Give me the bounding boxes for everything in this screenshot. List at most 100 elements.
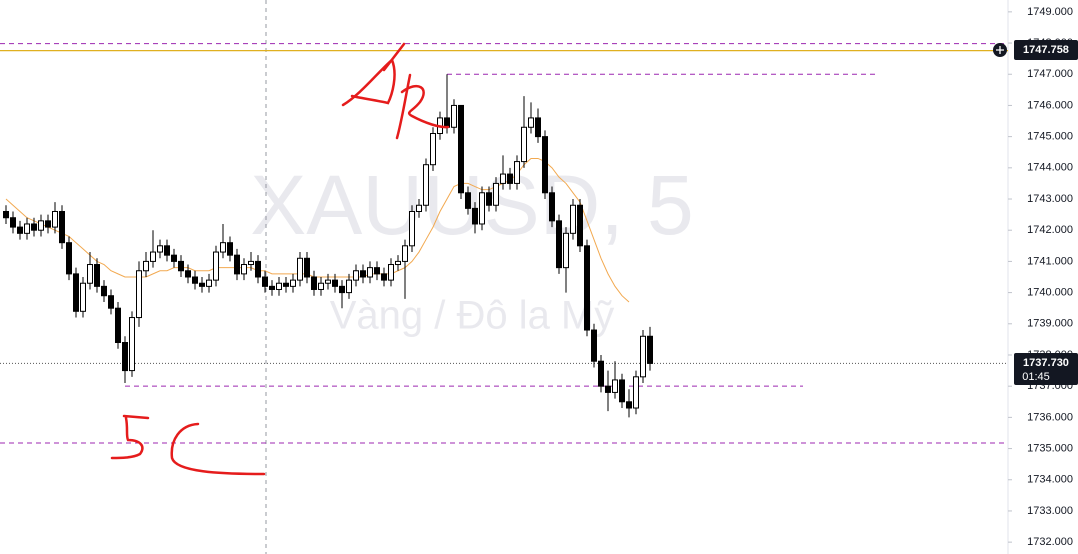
candle-body bbox=[486, 192, 492, 206]
candle-body bbox=[605, 385, 611, 393]
candle-body bbox=[24, 223, 30, 234]
candle-body bbox=[633, 376, 639, 409]
candle-body bbox=[514, 161, 520, 184]
candle-body bbox=[521, 126, 527, 163]
candle-body bbox=[31, 223, 37, 231]
candle-body bbox=[108, 295, 114, 309]
candle-body bbox=[206, 279, 212, 287]
candle-body bbox=[549, 192, 555, 222]
candle-body bbox=[283, 282, 289, 287]
candle-body bbox=[59, 210, 65, 244]
candle-body bbox=[213, 251, 219, 281]
y-tick-label: 1743.000 bbox=[1027, 193, 1073, 205]
candle-body bbox=[129, 317, 135, 372]
candle-body bbox=[185, 270, 191, 278]
watermark-title: XAUUSD, 5 bbox=[250, 158, 693, 252]
candle-body bbox=[52, 210, 58, 228]
candle-body bbox=[388, 264, 394, 281]
candle-body bbox=[199, 282, 205, 287]
candle-body bbox=[17, 226, 23, 234]
drawing-a bbox=[341, 57, 396, 107]
candle-body bbox=[73, 273, 79, 312]
candle-body bbox=[360, 270, 366, 278]
y-tick-label: 1745.000 bbox=[1027, 131, 1073, 143]
candle-body bbox=[451, 104, 457, 128]
watermark-subtitle: Vàng / Đô la Mỹ bbox=[330, 294, 615, 338]
y-tick-label: 1742.000 bbox=[1027, 224, 1073, 236]
candle-body bbox=[479, 192, 485, 225]
candle-body bbox=[94, 264, 100, 287]
candle-body bbox=[220, 242, 226, 253]
candle-body bbox=[115, 307, 121, 344]
last-price-label: 1737.730 bbox=[1023, 357, 1069, 369]
candle-body bbox=[458, 104, 464, 194]
candle-body bbox=[325, 279, 331, 284]
y-tick-label: 1733.000 bbox=[1027, 505, 1073, 517]
candle-body bbox=[262, 276, 268, 287]
candle-body bbox=[171, 254, 177, 262]
candle-body bbox=[402, 245, 408, 262]
candle-body bbox=[647, 335, 653, 364]
candle-body bbox=[395, 260, 401, 266]
candle-body bbox=[66, 242, 72, 275]
candle-body bbox=[500, 173, 506, 184]
candle-body bbox=[290, 279, 296, 287]
candle-body bbox=[416, 204, 422, 212]
y-tick-label: 1741.000 bbox=[1027, 255, 1073, 267]
candle-body bbox=[570, 204, 576, 234]
y-tick-label: 1734.000 bbox=[1027, 474, 1073, 486]
candle-body bbox=[640, 335, 646, 378]
candle-body bbox=[423, 164, 429, 206]
alert-price-label: 1747.758 bbox=[1023, 44, 1069, 56]
watermark: XAUUSD, 5 Vàng / Đô la Mỹ bbox=[250, 158, 693, 337]
candle-body bbox=[535, 117, 541, 138]
candle-body bbox=[304, 257, 310, 278]
handwriting bbox=[110, 42, 450, 476]
drawing-c bbox=[170, 422, 266, 476]
candle-body bbox=[465, 192, 471, 209]
candle-body bbox=[10, 217, 16, 228]
candle-body bbox=[3, 210, 9, 219]
candle-body bbox=[164, 245, 170, 256]
candle-body bbox=[269, 285, 275, 290]
candle-body bbox=[612, 379, 618, 393]
candle-body bbox=[234, 254, 240, 275]
drawing-a bbox=[382, 42, 406, 72]
y-tick-label: 1747.000 bbox=[1027, 68, 1073, 80]
candle-body bbox=[311, 276, 317, 290]
candle-body bbox=[45, 220, 51, 228]
y-tick-label: 1746.000 bbox=[1027, 99, 1073, 111]
candle-body bbox=[507, 173, 513, 184]
y-tick-label: 1732.000 bbox=[1027, 536, 1073, 548]
candle-body bbox=[374, 267, 380, 275]
candle-body bbox=[528, 117, 534, 128]
candle-body bbox=[80, 282, 86, 312]
candle-body bbox=[143, 260, 149, 272]
candle-body bbox=[136, 270, 142, 319]
candle-body bbox=[150, 251, 156, 262]
candle-body bbox=[122, 342, 128, 372]
candle-body bbox=[332, 279, 338, 287]
price-badges: 1747.758 1737.730 01:45 bbox=[993, 40, 1078, 385]
candle-body bbox=[38, 220, 44, 231]
candle-body bbox=[87, 264, 93, 284]
candle-body bbox=[297, 257, 303, 281]
candle-body bbox=[227, 242, 233, 256]
candle-body bbox=[192, 276, 198, 284]
last-price-badge bbox=[1014, 353, 1078, 385]
drawing-r bbox=[395, 73, 450, 140]
candle-body bbox=[381, 273, 387, 281]
candle-body bbox=[346, 279, 352, 294]
candle-body bbox=[542, 136, 548, 194]
y-tick-label: 1744.000 bbox=[1027, 162, 1073, 174]
candle-body bbox=[367, 267, 373, 278]
candle-body bbox=[276, 282, 282, 290]
candle-body bbox=[556, 220, 562, 269]
candle-body bbox=[563, 232, 569, 269]
y-tick-label: 1739.000 bbox=[1027, 318, 1073, 330]
candle-body bbox=[577, 204, 583, 247]
candle-body bbox=[591, 329, 597, 362]
candle-body bbox=[255, 260, 261, 278]
candle-body bbox=[101, 285, 107, 297]
